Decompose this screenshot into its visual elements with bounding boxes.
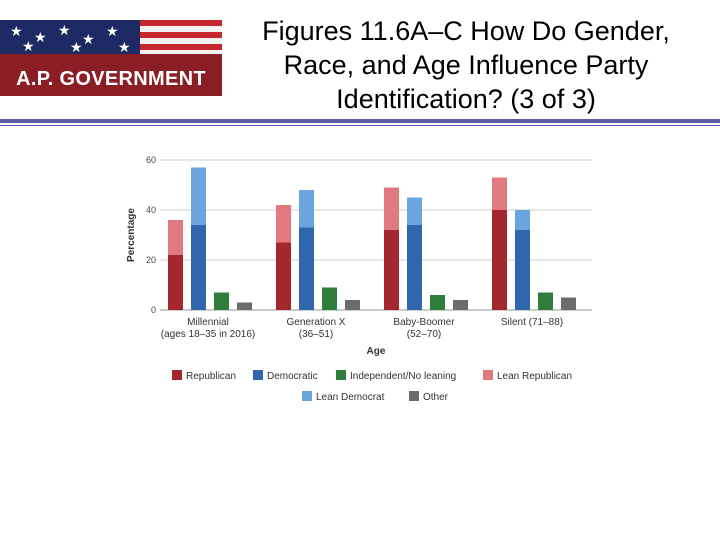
star-icon: ★ <box>34 29 47 45</box>
ap-government-logo: ★ ★ ★ ★ ★ ★ ★ ★ A.P. GOVERNMENT <box>0 20 222 96</box>
bar-independent-no-leaning <box>538 292 553 310</box>
bar-independent-no-leaning <box>322 287 337 310</box>
bar-lean-democrat <box>299 190 314 228</box>
bar-democratic <box>299 227 314 310</box>
flag-stripes <box>140 20 222 54</box>
title-line-2: Race, and Age Influence Party <box>283 50 649 80</box>
bar-lean-democrat <box>515 210 530 230</box>
legend-label: Lean Democrat <box>316 392 385 403</box>
star-icon: ★ <box>82 31 95 47</box>
page-title: Figures 11.6A–C How Do Gender, Race, and… <box>222 14 710 124</box>
star-icon: ★ <box>70 39 83 55</box>
bar-independent-no-leaning <box>214 292 229 310</box>
bar-lean-democrat <box>191 167 206 225</box>
legend-swatch <box>483 370 493 380</box>
legend-swatch <box>409 391 419 401</box>
x-tick-label: (ages 18–35 in 2016) <box>161 329 256 340</box>
y-tick-label: 0 <box>151 305 156 315</box>
header-divider-thin <box>0 125 720 126</box>
x-tick-label: (52–70) <box>407 329 441 340</box>
logo-text: A.P. GOVERNMENT <box>16 67 206 90</box>
bar-other <box>345 300 360 310</box>
star-icon: ★ <box>22 38 35 54</box>
x-axis-title: Age <box>367 346 386 357</box>
bar-other <box>237 302 252 310</box>
title-line-3: Identification? (3 of 3) <box>336 84 596 114</box>
x-tick-label: Silent (71–88) <box>501 317 563 328</box>
bar-republican <box>384 230 399 310</box>
y-tick-label: 60 <box>146 155 156 165</box>
star-icon: ★ <box>58 22 71 38</box>
bar-lean-republican <box>276 205 291 243</box>
bar-lean-republican <box>168 220 183 255</box>
legend-label: Democratic <box>267 371 318 382</box>
x-tick-label: Baby-Boomer <box>393 317 455 328</box>
legend-swatch <box>172 370 182 380</box>
bar-independent-no-leaning <box>430 295 445 310</box>
legend-label: Independent/No leaning <box>350 371 456 382</box>
x-tick-label: Millennial <box>187 317 229 328</box>
star-icon: ★ <box>10 23 23 39</box>
star-icon: ★ <box>118 39 131 55</box>
legend-label: Lean Republican <box>497 371 572 382</box>
legend-swatch <box>302 391 312 401</box>
y-tick-label: 20 <box>146 255 156 265</box>
bar-other <box>453 300 468 310</box>
bar-lean-republican <box>384 187 399 230</box>
y-tick-label: 40 <box>146 205 156 215</box>
legend-label: Republican <box>186 371 236 382</box>
bar-democratic <box>515 230 530 310</box>
title-line-1: Figures 11.6A–C How Do Gender, <box>262 16 670 46</box>
bar-other <box>561 297 576 310</box>
bar-lean-republican <box>492 177 507 210</box>
legend-swatch <box>336 370 346 380</box>
bar-democratic <box>191 225 206 310</box>
star-icon: ★ <box>106 23 119 39</box>
bar-lean-democrat <box>407 197 422 225</box>
bar-republican <box>276 242 291 310</box>
bar-republican <box>492 210 507 310</box>
legend-swatch <box>253 370 263 380</box>
bar-republican <box>168 255 183 310</box>
legend-label: Other <box>423 392 449 403</box>
x-tick-label: Generation X <box>287 317 346 328</box>
bar-democratic <box>407 225 422 310</box>
y-axis-title: Percentage <box>126 208 137 262</box>
header-divider <box>0 119 720 123</box>
x-tick-label: (36–51) <box>299 329 333 340</box>
